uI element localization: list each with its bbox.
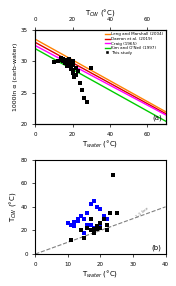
Point (69, 60, 72, 65)
Point (102, 214, 105, 219)
Point (82, 96, 85, 100)
Point (71, 59, 74, 63)
Point (102, 216, 105, 221)
Point (53, 60, 55, 64)
Point (69, 67, 72, 71)
Point (62, 57, 65, 61)
Point (96, 227, 99, 232)
Point (89, 202, 92, 207)
Point (86, 100, 89, 104)
Point (115, 210, 118, 215)
Point (96, 223, 99, 228)
Point (83, 231, 86, 235)
Point (83, 235, 86, 240)
Point (106, 228, 108, 233)
Point (70, 238, 73, 242)
Point (79, 81, 81, 86)
Point (93, 227, 95, 232)
Point (56, 59, 59, 63)
Text: (b): (b) (152, 245, 162, 251)
Point (99, 221, 102, 226)
Point (99, 226, 102, 230)
Point (93, 199, 95, 203)
Point (73, 220, 76, 225)
Point (76, 219, 79, 223)
Point (106, 222, 108, 227)
Point (66, 60, 68, 65)
Point (71, 67, 74, 72)
Point (60, 56, 63, 60)
Point (89, 216, 92, 221)
Point (71, 63, 74, 67)
Point (67, 221, 69, 226)
Legend: Leng and Marshall (2004), Daeron et al. (2019), Craig (1965), Kim and O'Neil (19: Leng and Marshall (2004), Daeron et al. … (104, 32, 164, 55)
Point (80, 214, 82, 219)
Point (70, 222, 73, 227)
Point (80, 87, 83, 92)
Point (96, 204, 99, 209)
Point (66, 63, 68, 68)
Point (80, 228, 82, 233)
X-axis label: T$_{water}$ (°C): T$_{water}$ (°C) (82, 268, 118, 279)
Point (112, 173, 115, 177)
Point (60, 58, 63, 62)
Point (67, 57, 70, 62)
Point (99, 222, 102, 227)
Point (67, 62, 70, 67)
Point (66, 58, 68, 63)
Text: 1:1 line: 1:1 line (136, 206, 150, 219)
Point (99, 207, 102, 211)
Point (73, 223, 76, 228)
Point (109, 210, 112, 215)
Point (75, 73, 78, 78)
Point (89, 228, 92, 233)
Point (89, 222, 92, 227)
Y-axis label: T$_{CW}$ (°C): T$_{CW}$ (°C) (7, 192, 18, 222)
Point (83, 216, 86, 221)
Point (86, 222, 89, 227)
Point (62, 59, 65, 63)
X-axis label: T$_{water}$ (°C): T$_{water}$ (°C) (82, 138, 118, 149)
Point (76, 216, 79, 221)
Point (67, 59, 70, 63)
Point (64, 61, 67, 65)
Point (73, 75, 76, 79)
Point (64, 58, 67, 62)
Point (69, 64, 72, 69)
X-axis label: T$_{CW}$ (°C): T$_{CW}$ (°C) (85, 7, 116, 18)
Point (90, 65, 93, 70)
Y-axis label: 1000ln α (carb-water): 1000ln α (carb-water) (13, 43, 18, 111)
Point (106, 216, 108, 221)
Point (93, 226, 95, 230)
Point (75, 65, 78, 70)
Point (71, 70, 74, 75)
Point (86, 226, 89, 230)
Point (86, 210, 89, 215)
Point (77, 68, 80, 73)
Text: (a): (a) (152, 115, 162, 122)
Point (93, 231, 95, 235)
